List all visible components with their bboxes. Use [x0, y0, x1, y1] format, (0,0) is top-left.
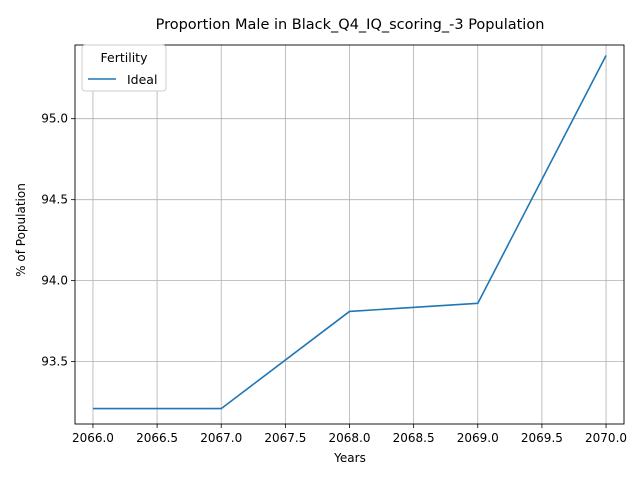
y-tick-label: 94.0 [41, 274, 68, 288]
x-tick-label: 2070.0 [585, 431, 627, 445]
x-tick-label: 2067.5 [264, 431, 306, 445]
x-tick-label: 2067.0 [200, 431, 242, 445]
x-tick-label: 2069.0 [457, 431, 499, 445]
x-axis-label: Years [333, 451, 366, 465]
legend: Fertility Ideal [81, 44, 167, 92]
x-tick-label: 2068.5 [393, 431, 435, 445]
y-tick-label: 94.5 [41, 193, 68, 207]
y-axis-label: % of Population [14, 183, 28, 277]
y-tick-label: 95.0 [41, 112, 68, 126]
series-line-ideal [92, 55, 607, 410]
x-tick-label: 2066.5 [136, 431, 178, 445]
x-tick-label: 2069.5 [521, 431, 563, 445]
x-tick-label: 2068.0 [329, 431, 371, 445]
y-axis: 93.5 94.0 94.5 95.0 [41, 112, 75, 369]
legend-entry-ideal: Ideal [127, 72, 157, 87]
y-tick-label: 93.5 [41, 355, 68, 369]
series-layer [92, 55, 607, 410]
x-tick-label: 2066.0 [72, 431, 114, 445]
chart-title: Proportion Male in Black_Q4_IQ_scoring_-… [156, 17, 545, 33]
x-axis: 2066.0 2066.5 2067.0 2067.5 2068.0 2068.5 2069… [72, 424, 627, 445]
legend-title: Fertility [101, 50, 149, 65]
grid [75, 45, 624, 424]
